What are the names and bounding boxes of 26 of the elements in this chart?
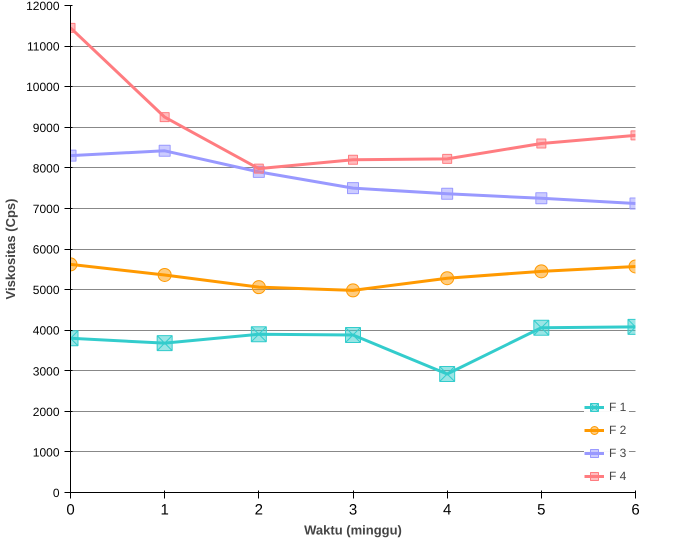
y-tick-label: 10000	[26, 80, 60, 94]
y-tick-label: 2000	[32, 404, 60, 419]
legend-label: F 1	[609, 400, 628, 414]
y-axis-title: Viskositas (Cps)	[3, 198, 18, 300]
x-tick-label: 0	[66, 502, 75, 518]
legend-label: F 2	[609, 423, 628, 437]
x-tick-label: 5	[537, 502, 546, 518]
x-axis-title: Waktu (minggu)	[304, 522, 402, 538]
legend-label: F 3	[609, 446, 628, 460]
y-tick-label: 9000	[32, 120, 60, 135]
y-tick-label: 12000	[26, 0, 60, 13]
y-tick-label: 4000	[32, 324, 60, 338]
y-tick-label: 0	[52, 486, 60, 500]
legend-label: F 4	[609, 469, 628, 483]
x-tick-label: 4	[442, 502, 452, 518]
y-tick-label: 7000	[32, 202, 60, 216]
x-tick-label: 2	[254, 502, 264, 518]
x-tick-label: 6	[631, 502, 640, 518]
x-tick-label: 3	[348, 502, 358, 518]
y-tick-label: 11000	[27, 40, 60, 54]
y-tick-label: 3000	[32, 364, 60, 378]
y-tick-label: 5000	[32, 283, 60, 298]
y-tick-label: 1000	[32, 445, 60, 460]
x-tick-label: 1	[160, 502, 169, 518]
y-tick-label: 6000	[32, 242, 60, 256]
y-tick-label: 8000	[32, 161, 60, 176]
